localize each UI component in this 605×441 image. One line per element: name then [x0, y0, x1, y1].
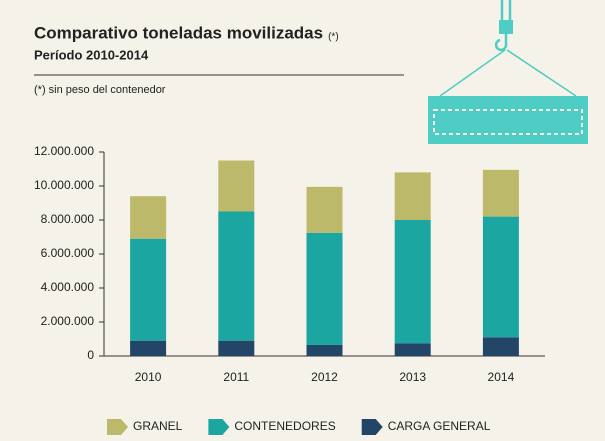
bar: [306, 344, 343, 356]
bar: [130, 196, 167, 239]
title-mark: (*): [328, 32, 339, 43]
bar: [306, 186, 343, 233]
y-tick-label: 4.000.000: [41, 280, 95, 294]
y-tick-label: 8.000.000: [41, 212, 95, 226]
legend-label: CONTENEDORES: [234, 419, 335, 433]
x-tick-label: 2014: [488, 370, 515, 384]
bar: [394, 220, 431, 344]
chart-note: (*) sin peso del contenedor: [34, 84, 166, 96]
bar: [482, 337, 519, 356]
bar: [482, 169, 519, 217]
bar: [130, 238, 167, 341]
bar: [394, 172, 431, 220]
x-tick-label: 2010: [135, 370, 162, 384]
container-illustration: [428, 0, 588, 144]
legend-swatch: [208, 419, 230, 435]
legend-swatch: [107, 419, 128, 435]
bar: [482, 216, 519, 338]
y-tick-label: 2.000.000: [41, 314, 95, 328]
legend-swatch: [361, 419, 383, 435]
x-tick-label: 2013: [399, 370, 426, 384]
chart-subtitle: Período 2010-2014: [34, 47, 149, 62]
y-tick-label: 10.000.000: [34, 178, 94, 192]
chart-title: Comparativo toneladas movilizadas: [34, 23, 323, 42]
bar: [218, 340, 255, 356]
y-tick-label: 12.000.000: [34, 144, 94, 158]
y-tick-label: 6.000.000: [41, 246, 95, 260]
bar: [394, 343, 431, 356]
bar: [218, 160, 255, 212]
x-tick-label: 2012: [311, 370, 338, 384]
bar: [306, 232, 343, 345]
bar: [130, 340, 167, 356]
legend-label: GRANEL: [133, 419, 183, 433]
bar: [218, 211, 255, 341]
y-tick-label: 0: [87, 348, 94, 362]
x-tick-label: 2011: [223, 370, 249, 384]
legend-label: CARGA GENERAL: [388, 419, 491, 433]
